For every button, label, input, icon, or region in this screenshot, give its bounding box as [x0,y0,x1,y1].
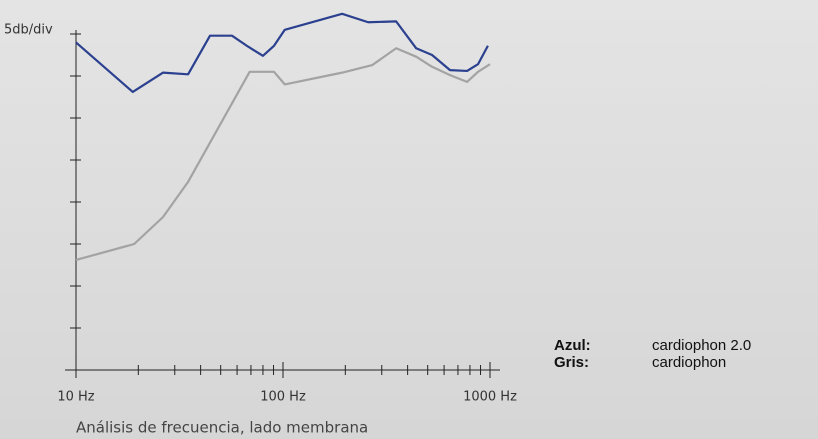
x-tick-label: 10 Hz [57,390,94,405]
y-axis-label: 5db/div [4,23,53,38]
legend-key: Azul: [554,337,591,354]
x-tick-label: 100 Hz [260,390,306,405]
x-tick-label: 1000 Hz [463,390,517,405]
legend-key: Gris: [554,354,589,371]
x-axis-label: Análisis de frecuencia, lado membrana [76,419,368,437]
series-line [75,12,489,94]
legend-label: cardiophon 2.0 [652,337,751,354]
series-line [75,47,491,262]
legend-label: cardiophon [652,354,726,371]
